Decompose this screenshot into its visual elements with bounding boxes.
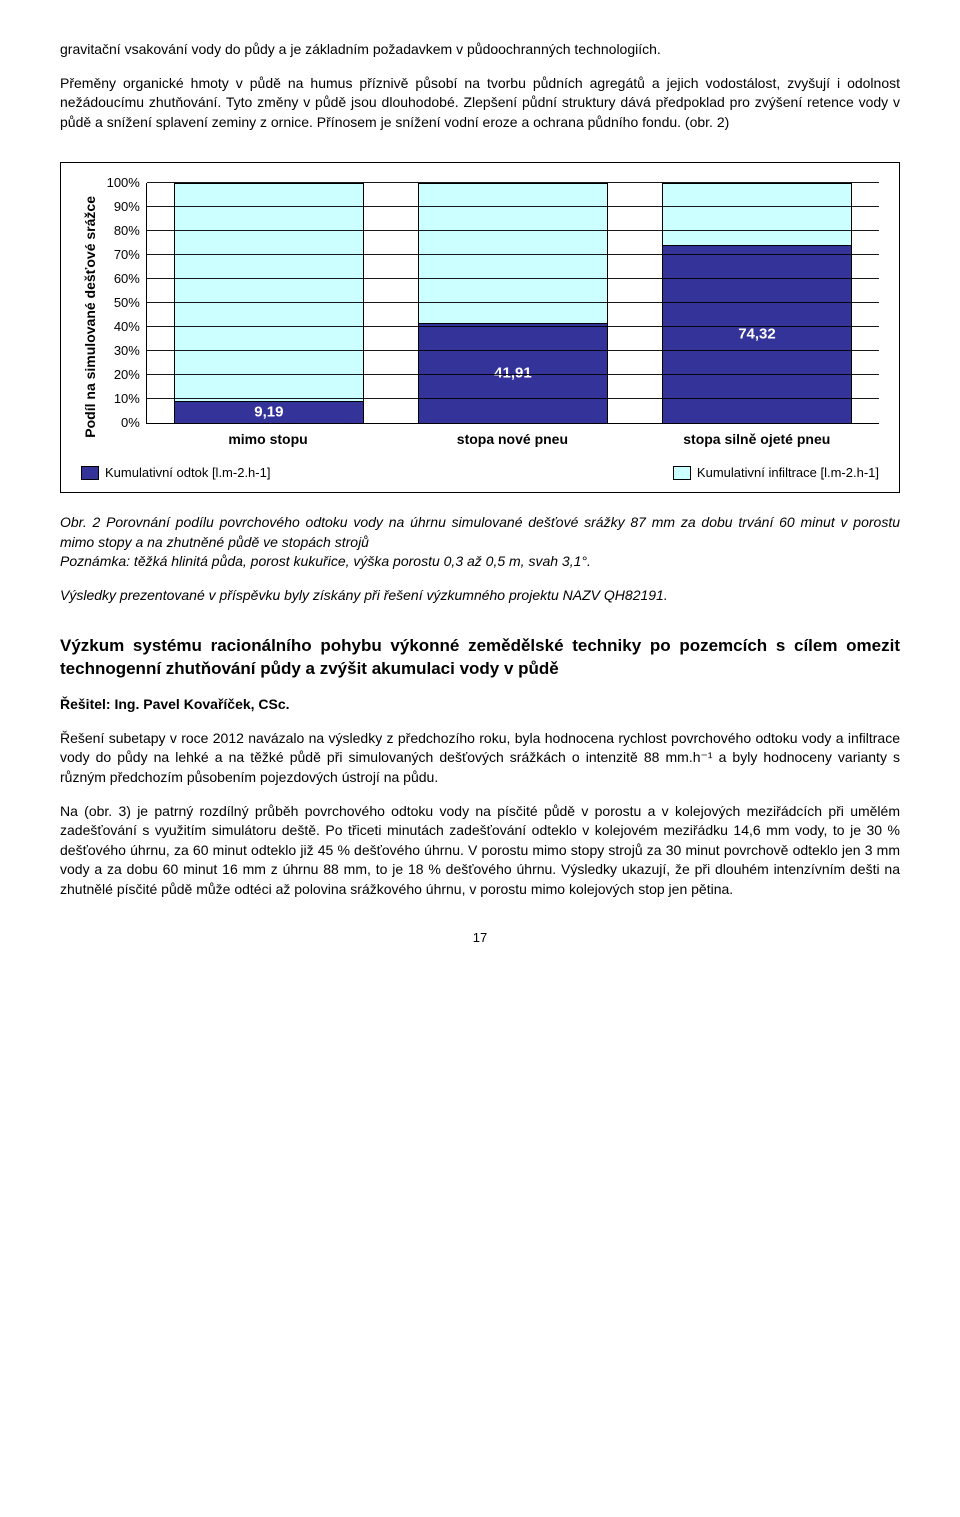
bar-value-label: 9,19 bbox=[174, 402, 364, 423]
legend-label-outflow: Kumulativní odtok [l.m-2.h-1] bbox=[105, 464, 270, 482]
chart-inner: Podíl na simulované dešťové srážce 0%10%… bbox=[81, 183, 879, 450]
figure-caption: Obr. 2 Porovnání podílu povrchového odto… bbox=[60, 513, 900, 572]
grid-line bbox=[147, 182, 879, 183]
grid-line bbox=[147, 278, 879, 279]
swatch-outflow bbox=[81, 466, 99, 480]
caption-line-2: Poznámka: těžká hlinitá půda, porost kuk… bbox=[60, 553, 591, 569]
author-line: Řešitel: Ing. Pavel Kovaříček, CSc. bbox=[60, 695, 900, 715]
caption-line-1: Obr. 2 Porovnání podílu povrchového odto… bbox=[60, 514, 900, 550]
paragraph-4: Na (obr. 3) je patrný rozdílný průběh po… bbox=[60, 802, 900, 900]
x-axis-labels: mimo stopu stopa nové pneu stopa silně oje… bbox=[146, 430, 879, 450]
chart-legend: Kumulativní odtok [l.m-2.h-1] Kumulativn… bbox=[81, 464, 879, 482]
y-axis-label: Podíl na simulované dešťové srážce bbox=[81, 196, 101, 438]
bar-group: 74,32 bbox=[662, 183, 852, 423]
legend-item-outflow: Kumulativní odtok [l.m-2.h-1] bbox=[81, 464, 270, 482]
legend-label-infiltration: Kumulativní infiltrace [l.m-2.h-1] bbox=[697, 464, 879, 482]
xtick-label: stopa nové pneu bbox=[417, 430, 608, 450]
bar-segment-top bbox=[662, 183, 852, 245]
bar-group: 41,91 bbox=[418, 183, 608, 423]
swatch-infiltration bbox=[673, 466, 691, 480]
paragraph-2: Přeměny organické hmoty v půdě na humus … bbox=[60, 74, 900, 133]
grid-line bbox=[147, 302, 879, 303]
ylabel-wrap: Podíl na simulované dešťové srážce bbox=[81, 183, 101, 450]
bar-segment-top bbox=[174, 183, 364, 401]
legend-item-infiltration: Kumulativní infiltrace [l.m-2.h-1] bbox=[673, 464, 879, 482]
grid-line bbox=[147, 206, 879, 207]
bar-group: 9,19 bbox=[174, 183, 364, 423]
paragraph-3: Řešení subetapy v roce 2012 navázalo na … bbox=[60, 729, 900, 788]
xtick-label: stopa silně ojeté pneu bbox=[661, 430, 852, 450]
grid-line bbox=[147, 350, 879, 351]
grid-line bbox=[147, 230, 879, 231]
bars-container: 9,19 41,91 74,32 bbox=[147, 183, 879, 423]
caption-line-3: Výsledky prezentované v příspěvku byly z… bbox=[60, 586, 900, 606]
grid-line bbox=[147, 398, 879, 399]
page-number: 17 bbox=[60, 929, 900, 947]
plot-area: 9,19 41,91 74,32 bbox=[146, 183, 879, 424]
grid-line bbox=[147, 374, 879, 375]
y-axis-ticks: 0%10%20%30%40%50%60%70%80%90%100% bbox=[107, 183, 146, 423]
grid-line bbox=[147, 254, 879, 255]
grid-line bbox=[147, 326, 879, 327]
chart-container: Podíl na simulované dešťové srážce 0%10%… bbox=[60, 162, 900, 493]
bar-value-label: 41,91 bbox=[418, 363, 608, 384]
paragraph-1: gravitační vsakování vody do půdy a je z… bbox=[60, 40, 900, 60]
xtick-label: mimo stopu bbox=[173, 430, 364, 450]
plot-column: 9,19 41,91 74,32 mimo stopu stopa nové pneu… bbox=[146, 183, 879, 450]
section-title: Výzkum systému racionálního pohybu výkon… bbox=[60, 634, 900, 682]
